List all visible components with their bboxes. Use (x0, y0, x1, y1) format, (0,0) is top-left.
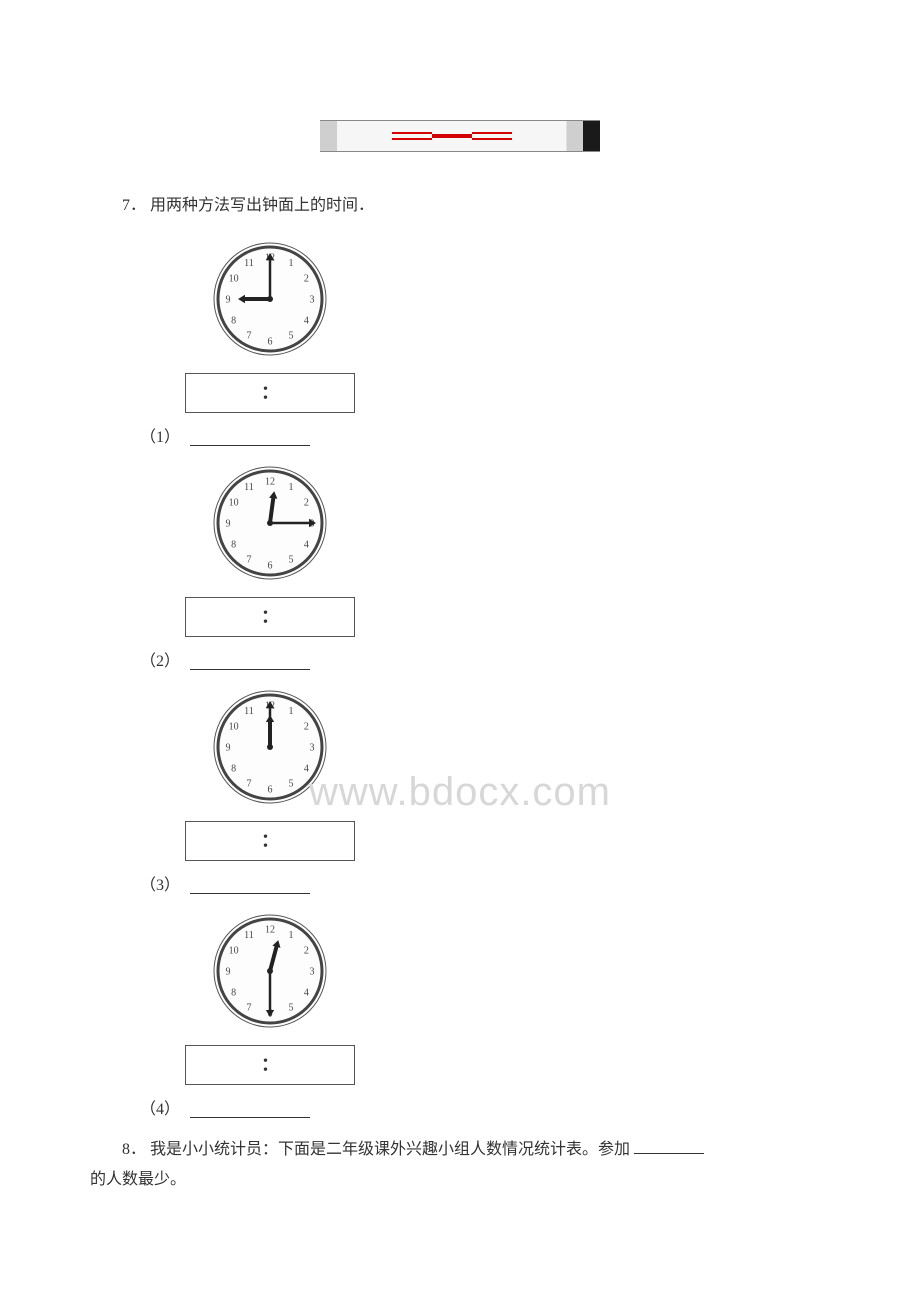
svg-text:3: 3 (310, 966, 315, 977)
svg-text:12: 12 (265, 476, 275, 487)
svg-text:6: 6 (268, 784, 273, 795)
clock-group-3: 121234567891011 ： (180, 687, 360, 861)
clocks-container: 121234567891011 ： （1） 121234567891011 ： (90, 239, 830, 1119)
svg-text:8: 8 (231, 987, 236, 998)
answer-blank-4 (190, 1102, 310, 1118)
svg-text:1: 1 (289, 482, 294, 493)
clock-face-2: 121234567891011 (210, 463, 330, 583)
clock-number-label-2: （2） (140, 653, 180, 670)
svg-text:8: 8 (231, 539, 236, 550)
clock-sub-label-4: （4） (140, 1095, 830, 1119)
svg-text:10: 10 (229, 721, 239, 732)
q8-blank (634, 1138, 704, 1154)
q7-text: 用两种方法写出钟面上的时间． (150, 197, 374, 214)
clock-sub-label-2: （2） (140, 647, 830, 671)
clock-number-label-1: （1） (140, 429, 180, 446)
digital-time-box-1: ： (185, 373, 355, 413)
clock-group-1: 121234567891011 ： (180, 239, 360, 413)
clock-group-2: 121234567891011 ： (180, 463, 360, 637)
answer-blank-2 (190, 654, 310, 670)
svg-text:11: 11 (244, 706, 254, 717)
svg-text:1: 1 (289, 706, 294, 717)
question-8-line2: 的人数最少。 (90, 1165, 830, 1195)
svg-text:11: 11 (244, 258, 254, 269)
svg-text:4: 4 (304, 763, 309, 774)
svg-text:5: 5 (289, 1002, 294, 1013)
time-colon-3: ： (261, 826, 279, 852)
svg-text:7: 7 (247, 1002, 252, 1013)
svg-text:4: 4 (304, 987, 309, 998)
svg-text:7: 7 (247, 554, 252, 565)
clock-face-3: 121234567891011 (210, 687, 330, 807)
decorative-banner (320, 120, 600, 152)
svg-text:9: 9 (226, 294, 231, 305)
svg-text:10: 10 (229, 273, 239, 284)
svg-text:6: 6 (268, 336, 273, 347)
svg-text:7: 7 (247, 778, 252, 789)
clock-number-label-3: （3） (140, 877, 180, 894)
clock-sub-label-3: （3） (140, 871, 830, 895)
svg-text:3: 3 (310, 294, 315, 305)
q8-text-b: 的人数最少。 (90, 1171, 186, 1188)
answer-blank-3 (190, 878, 310, 894)
digital-time-box-2: ： (185, 597, 355, 637)
svg-text:2: 2 (304, 497, 309, 508)
svg-text:6: 6 (268, 560, 273, 571)
svg-text:1: 1 (289, 930, 294, 941)
svg-text:12: 12 (265, 924, 275, 935)
svg-text:2: 2 (304, 945, 309, 956)
svg-text:5: 5 (289, 554, 294, 565)
svg-text:7: 7 (247, 330, 252, 341)
clock-group-4: 121234567891011 ： (180, 911, 360, 1085)
q8-text-a: 我是小小统计员：下面是二年级课外兴趣小组人数情况统计表。参加 (150, 1141, 630, 1158)
clock-face-1: 121234567891011 (210, 239, 330, 359)
answer-blank-1 (190, 430, 310, 446)
svg-text:4: 4 (304, 315, 309, 326)
q8-number: 8． (122, 1141, 146, 1158)
digital-time-box-3: ： (185, 821, 355, 861)
svg-text:2: 2 (304, 273, 309, 284)
q7-number: 7． (122, 197, 146, 214)
svg-text:4: 4 (304, 539, 309, 550)
svg-text:11: 11 (244, 482, 254, 493)
svg-text:9: 9 (226, 966, 231, 977)
svg-text:8: 8 (231, 315, 236, 326)
time-colon-1: ： (261, 378, 279, 404)
clock-sub-label-1: （1） (140, 423, 830, 447)
svg-text:3: 3 (310, 742, 315, 753)
time-colon-2: ： (261, 602, 279, 628)
svg-text:5: 5 (289, 330, 294, 341)
svg-text:10: 10 (229, 945, 239, 956)
clock-face-4: 121234567891011 (210, 911, 330, 1031)
question-7-prompt: 7． 用两种方法写出钟面上的时间． (90, 192, 830, 221)
svg-text:8: 8 (231, 763, 236, 774)
time-colon-4: ： (261, 1050, 279, 1076)
clock-number-label-4: （4） (140, 1101, 180, 1118)
svg-text:2: 2 (304, 721, 309, 732)
svg-text:9: 9 (226, 742, 231, 753)
digital-time-box-4: ： (185, 1045, 355, 1085)
svg-text:11: 11 (244, 930, 254, 941)
question-8-line1: 8． 我是小小统计员：下面是二年级课外兴趣小组人数情况统计表。参加 (90, 1135, 830, 1165)
svg-text:10: 10 (229, 497, 239, 508)
svg-text:5: 5 (289, 778, 294, 789)
svg-text:9: 9 (226, 518, 231, 529)
svg-text:1: 1 (289, 258, 294, 269)
